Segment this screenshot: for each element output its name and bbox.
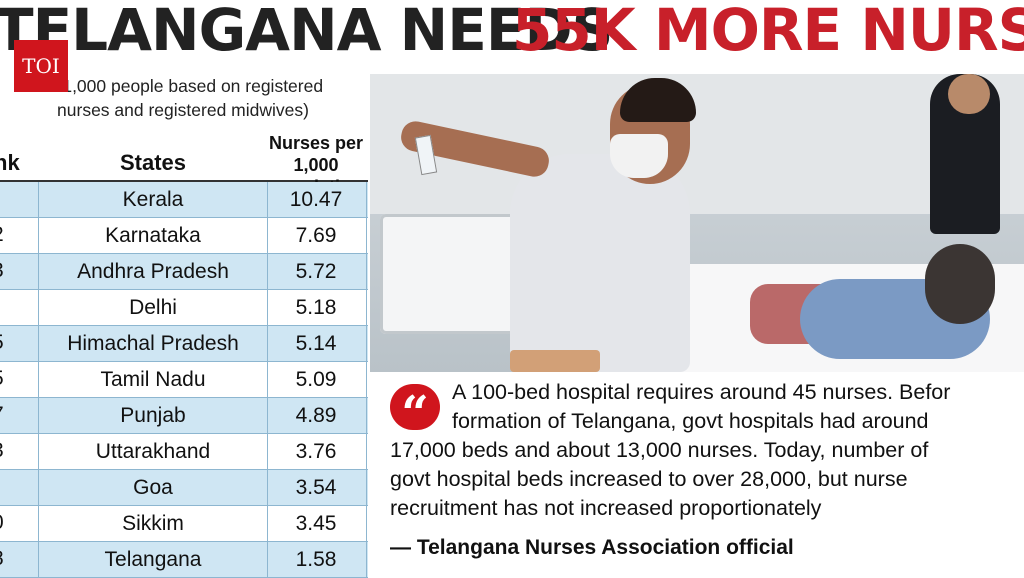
caption-line-2: nurses and registered midwives) (57, 100, 309, 120)
staff-head (948, 74, 990, 114)
value-cell: 5.14 (266, 326, 367, 361)
header-states: States (119, 150, 187, 175)
table-row: 2 Karnataka 7.69 (0, 218, 368, 254)
value-cell: 4.89 (266, 398, 367, 433)
table-caption: rs 1,000 people based on registered nurs… (0, 74, 366, 126)
table-row: 8 Telangana 1.58 (0, 542, 368, 578)
rank-cell: 2 (0, 223, 4, 247)
header-nurses-line-1: Nurses per 1,000 (268, 133, 364, 175)
state-cell: Andhra Pradesh (38, 254, 268, 289)
state-cell: Punjab (38, 398, 268, 433)
table-row: 7 Punjab 4.89 (0, 398, 368, 434)
headline-red-text: 55K MORE NURSES’ (512, 0, 1024, 64)
value-cell: 1.58 (266, 542, 367, 577)
rank-cell: 7 (0, 403, 4, 427)
state-cell: Uttarakhand (38, 434, 268, 469)
table-row: 5 Tamil Nadu 5.09 (0, 362, 368, 398)
value-cell: 5.72 (266, 254, 367, 289)
state-cell: Delhi (38, 290, 268, 325)
caption-line-1: rs 1,000 people based on registered (42, 76, 324, 96)
state-cell: Telangana (38, 542, 268, 577)
rank-cell: 5 (0, 367, 4, 391)
toi-logo[interactable]: TOI (14, 40, 68, 92)
table-row: 3 Andhra Pradesh 5.72 (0, 254, 368, 290)
value-cell: 3.45 (266, 506, 367, 541)
state-cell: Karnataka (38, 218, 268, 253)
state-cell: Goa (38, 470, 268, 505)
table-row: 3 Uttarakhand 3.76 (0, 434, 368, 470)
state-cell: Kerala (38, 182, 268, 217)
quote-line-1: A 100-bed hospital requires around 45 nu… (452, 380, 951, 404)
headline: TELANGANA NEEDS 55K MORE NURSES’ (0, 0, 1024, 74)
hospital-photo (370, 74, 1024, 372)
table-row: 0 Sikkim 3.45 (0, 506, 368, 542)
quote-line-5: recruitment has not increased proportion… (390, 496, 822, 520)
table-body: Kerala 10.47 2 Karnataka 7.69 3 Andhra P… (0, 182, 368, 578)
state-cell: Tamil Nadu (38, 362, 268, 397)
rank-cell: 0 (0, 511, 4, 535)
table-row: Delhi 5.18 (0, 290, 368, 326)
value-cell: 3.54 (266, 470, 367, 505)
table-header: nk States Nurses per 1,000 population (0, 132, 368, 197)
value-cell: 7.69 (266, 218, 367, 253)
face-mask (610, 134, 668, 178)
nurse-figure (510, 154, 690, 372)
state-cell: Sikkim (38, 506, 268, 541)
headline-black-text: TELANGANA NEEDS (0, 0, 613, 64)
quote-text: A 100-bed hospital requires around 45 nu… (390, 378, 1024, 523)
quote-line-3: 17,000 beds and about 13,000 nurses. Tod… (390, 438, 929, 462)
quote-attribution: — Telangana Nurses Association official (390, 536, 794, 559)
value-cell: 5.09 (266, 362, 367, 397)
table-row: Kerala 10.47 (0, 182, 368, 218)
value-cell: 5.18 (266, 290, 367, 325)
nurse-hair (620, 78, 696, 122)
nurses-table: nk States Nurses per 1,000 population Ke… (0, 132, 368, 578)
quote-line-4: govt hospital beds increased to over 28,… (390, 467, 908, 491)
quote-block: “ A 100-bed hospital requires around 45 … (390, 378, 1024, 576)
table-row: Goa 3.54 (0, 470, 368, 506)
value-cell: 10.47 (266, 182, 367, 217)
value-cell: 3.76 (266, 434, 367, 469)
rank-cell: 8 (0, 547, 4, 571)
rank-cell: 3 (0, 259, 4, 283)
patient-head (925, 244, 995, 324)
state-cell: Himachal Pradesh (38, 326, 268, 361)
medicine-tray (510, 350, 600, 372)
rank-cell: 3 (0, 439, 4, 463)
quote-line-2: formation of Telangana, govt hospitals h… (452, 409, 929, 433)
table-row: 5 Himachal Pradesh 5.14 (0, 326, 368, 362)
rank-cell: 5 (0, 331, 4, 355)
header-rank: nk (0, 150, 20, 175)
